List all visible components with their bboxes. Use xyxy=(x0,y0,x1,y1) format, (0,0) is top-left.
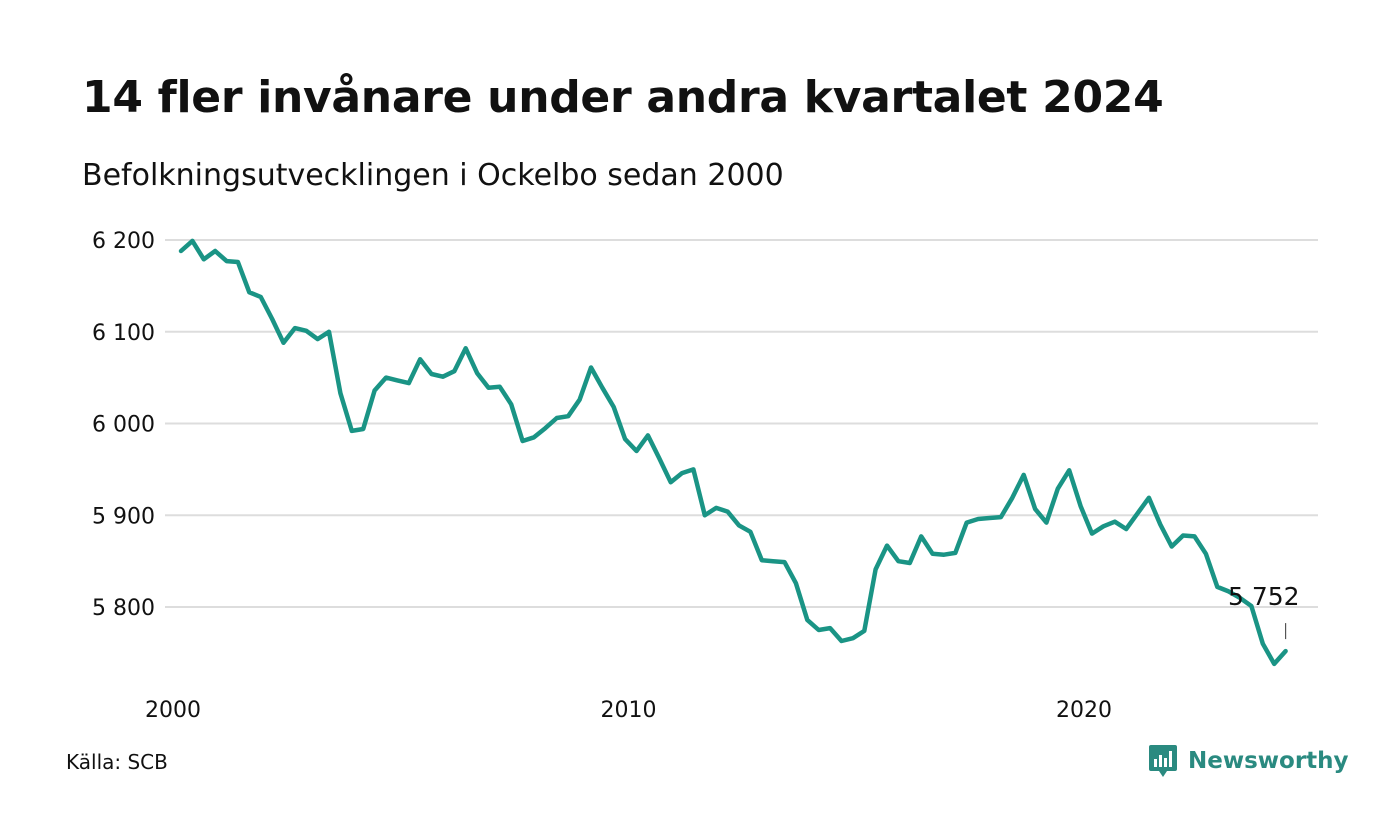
x-axis-ticks: 2000 2010 2020 xyxy=(145,698,1112,723)
x-tick-label: 2010 xyxy=(601,698,657,723)
series-layer xyxy=(178,238,1288,667)
gridlines xyxy=(165,239,1318,609)
x-tick-label: 2000 xyxy=(145,698,201,723)
y-tick-label: 6 200 xyxy=(92,229,155,254)
y-tick-label: 6 100 xyxy=(92,321,155,346)
y-tick-label: 5 900 xyxy=(92,504,155,529)
y-axis-ticks: 5 800 5 900 6 000 6 100 6 200 xyxy=(92,229,155,621)
annotation-layer: 5 752 xyxy=(1228,582,1300,640)
x-tick-label: 2020 xyxy=(1056,698,1112,723)
brand-name: Newsworthy xyxy=(1188,748,1349,774)
series-line xyxy=(178,238,1288,667)
source-label: Källa: SCB xyxy=(66,750,168,774)
brand-logo[interactable]: Newsworthy xyxy=(1148,744,1349,778)
chart-subtitle: Befolkningsutvecklingen i Ockelbo sedan … xyxy=(82,158,784,193)
chart-title: 14 fler invånare under andra kvartalet 2… xyxy=(82,72,1164,123)
y-tick-label: 6 000 xyxy=(92,413,155,438)
annotation-label: 5 752 xyxy=(1228,582,1300,611)
y-tick-label: 5 800 xyxy=(92,596,155,621)
newsworthy-logo-icon xyxy=(1149,745,1177,777)
